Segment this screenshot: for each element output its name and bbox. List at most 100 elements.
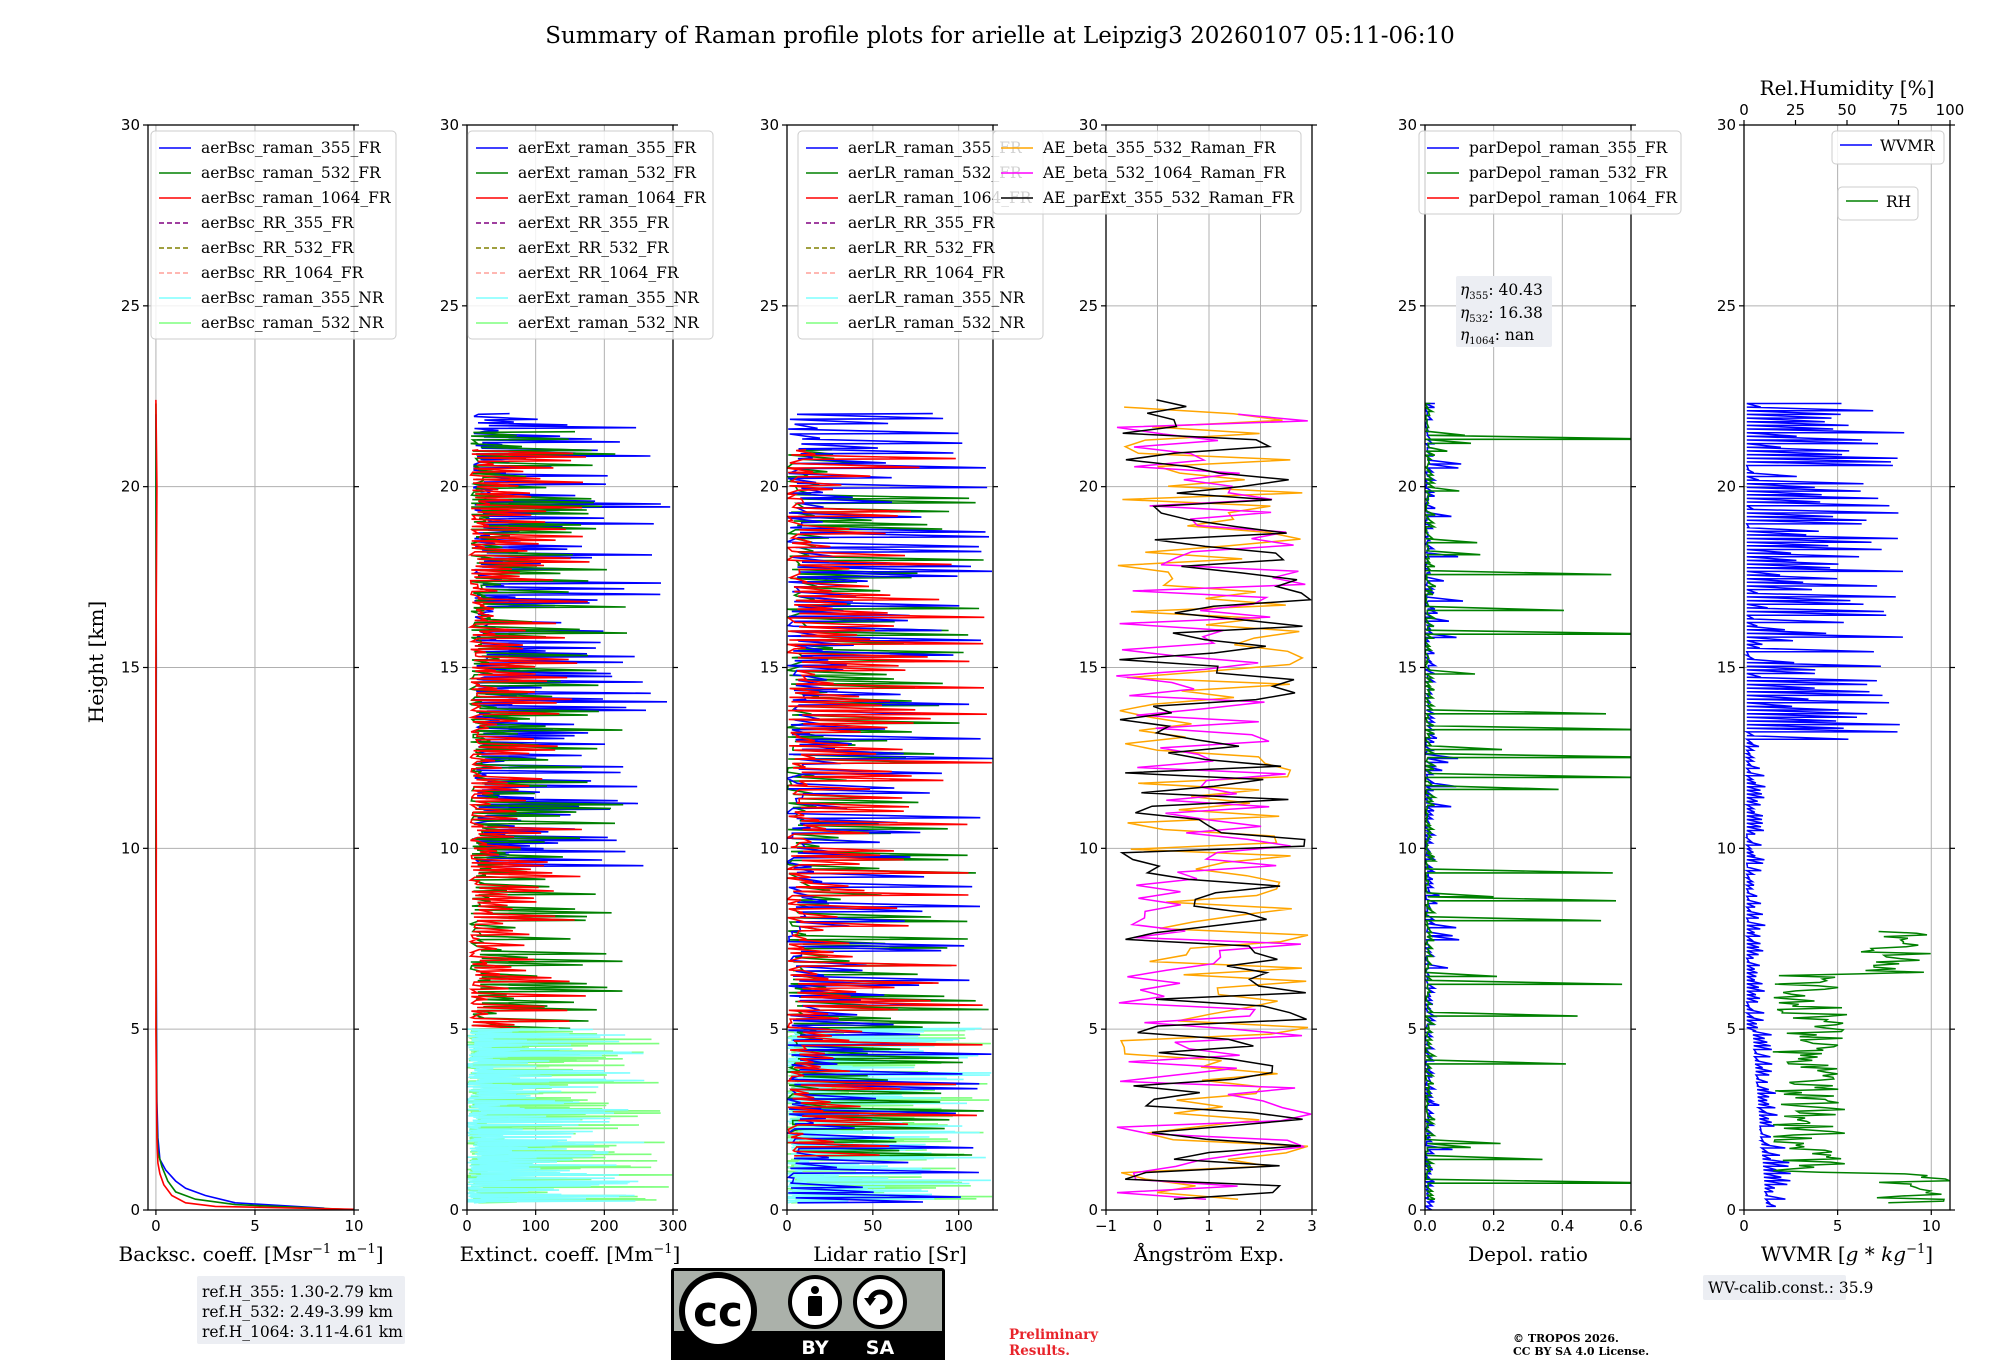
top-x-axis-label: Rel.Humidity [%] — [1760, 76, 1935, 100]
x-tick-label: 0 — [782, 1217, 792, 1235]
x-tick-label: 10 — [1922, 1217, 1941, 1235]
y-tick-label: 15 — [760, 659, 779, 677]
legend: AE_beta_355_532_Raman_FR AE_beta_532_1064… — [992, 130, 1302, 215]
y-tick-label: 15 — [121, 659, 140, 677]
wv-calib-text: WV-calib.const.: 35.9 — [1708, 1279, 1873, 1297]
y-tick-label: 15 — [440, 659, 459, 677]
ref-height-1064: ref.H_1064: 3.11-4.61 km — [202, 1323, 403, 1341]
copyright-line-2: CC BY SA 4.0 License. — [1513, 1345, 1649, 1358]
legend-label: aerExt_raman_355_FR — [518, 139, 697, 157]
legend-box — [1418, 130, 1682, 215]
x-axis-label: Extinct. coeff. [Mm−1] — [460, 1242, 681, 1266]
legend-label: aerLR_RR_355_FR — [848, 214, 996, 232]
legend-label: aerExt_raman_355_NR — [518, 289, 700, 307]
x-tick-label: 0.4 — [1550, 1217, 1574, 1235]
legend-label: aerBsc_RR_532_FR — [201, 239, 355, 257]
x-tick-label: −1 — [1095, 1217, 1117, 1235]
legend-label: aerLR_raman_1064_FR — [848, 189, 1033, 207]
series-RH — [1772, 930, 1950, 1204]
series-group — [155, 399, 354, 1210]
x-tick-label: 3 — [1307, 1217, 1317, 1235]
legend-box — [467, 130, 714, 340]
y-tick-label: 30 — [121, 116, 140, 134]
series-group — [1425, 402, 1631, 1210]
x-axis-label: WVMR [g * kg−1] — [1761, 1242, 1933, 1266]
y-tick-label: 20 — [1717, 478, 1736, 496]
x-tick-label: 100 — [521, 1217, 550, 1235]
legend-label: aerExt_raman_532_FR — [518, 164, 697, 182]
legend-box — [992, 130, 1302, 215]
preliminary-line-1: Preliminary — [1009, 1327, 1099, 1343]
x-tick-label: 50 — [863, 1217, 882, 1235]
series-group — [1116, 399, 1312, 1200]
series-green-profile — [468, 430, 628, 1030]
wv-calib-box: WV-calib.const.: 35.9 — [1703, 1275, 1873, 1300]
legend-label: aerBsc_RR_355_FR — [201, 214, 355, 232]
x-tick-label: 300 — [659, 1217, 688, 1235]
y-tick-label: 5 — [130, 1020, 140, 1038]
cc-by-text: BY — [801, 1337, 828, 1359]
legend: aerExt_raman_355_FR aerExt_raman_532_FRae… — [467, 130, 714, 340]
series-red-profile — [467, 449, 590, 1030]
y-axis-label: Height [km] — [84, 601, 108, 723]
legend-label: aerBsc_raman_532_FR — [201, 164, 382, 182]
legend-label: aerExt_raman_1064_FR — [518, 189, 707, 207]
panel-5: 0.0 0.2 0.4 0.6 0 5 10 15 20 25 30 Depol. ratio parD… — [1398, 116, 1682, 1266]
ref-height-355: ref.H_355: 1.30-2.79 km — [202, 1283, 393, 1301]
legend-label: aerLR_raman_532_NR — [848, 314, 1026, 332]
share-alike-icon — [853, 1275, 907, 1329]
series-orange-angstrom — [1117, 406, 1309, 1200]
series-cyan-profile — [467, 1027, 645, 1204]
y-tick-label: 30 — [1717, 116, 1736, 134]
panel-1: 0 5 10 0 5 10 15 20 25 30 Backsc. coeff. [Msr−1 m−… — [119, 116, 397, 1266]
legend-label: aerExt_raman_532_NR — [518, 314, 700, 332]
legend-label: aerLR_raman_355_NR — [848, 289, 1026, 307]
series-green-depol — [1425, 402, 1631, 1200]
legend-label: WVMR — [1880, 137, 1936, 155]
legend-label: AE_parExt_355_532_Raman_FR — [1042, 189, 1295, 207]
y-tick-label: 20 — [1079, 478, 1098, 496]
y-tick-label: 15 — [1398, 659, 1417, 677]
y-tick-label: 30 — [1398, 116, 1417, 134]
x-tick-label: 0.2 — [1482, 1217, 1506, 1235]
y-tick-label: 10 — [121, 839, 140, 857]
y-tick-label: 5 — [449, 1020, 459, 1038]
y-tick-label: 20 — [440, 478, 459, 496]
top-x-tick-label: 0 — [1739, 101, 1749, 119]
y-tick-label: 30 — [760, 116, 779, 134]
legend-label: parDepol_raman_1064_FR — [1469, 189, 1678, 207]
legend: parDepol_raman_355_FR parDepol_raman_532_… — [1418, 130, 1682, 215]
x-tick-label: 5 — [250, 1217, 260, 1235]
legend-label: AE_beta_532_1064_Raman_FR — [1042, 164, 1287, 182]
series-WVMR — [1744, 402, 1905, 1208]
y-tick-label: 0 — [769, 1201, 779, 1219]
legend: WVMR RH — [1831, 130, 1945, 221]
x-tick-label: 0 — [1153, 1217, 1163, 1235]
cc-license-logo: cc BY SA — [671, 1268, 945, 1360]
x-tick-label: 100 — [944, 1217, 973, 1235]
series-group — [467, 412, 673, 1204]
copyright-line-1: © TROPOS 2026. — [1513, 1332, 1619, 1345]
y-tick-label: 10 — [440, 839, 459, 857]
y-tick-label: 25 — [121, 297, 140, 315]
legend-label: aerBsc_raman_355_FR — [201, 139, 382, 157]
panel-2: 0 100 200 300 0 5 10 15 20 25 30 Extinct. coeff. [M… — [440, 116, 714, 1266]
legend-label: aerLR_RR_532_FR — [848, 239, 996, 257]
series-aerBsc_raman_532_FR — [155, 403, 345, 1210]
legend: aerLR_raman_355_FR aerLR_raman_532_FR aerL… — [797, 130, 1044, 340]
legend-label: aerLR_RR_1064_FR — [848, 264, 1006, 282]
legend-label: RH — [1886, 193, 1911, 211]
legend-label: parDepol_raman_532_FR — [1469, 164, 1669, 182]
y-tick-label: 25 — [1398, 297, 1417, 315]
y-tick-label: 15 — [1079, 659, 1098, 677]
series-aerBsc_raman_355_FR — [155, 414, 325, 1209]
legend-label: aerExt_RR_532_FR — [518, 239, 670, 257]
y-tick-label: 30 — [440, 116, 459, 134]
x-tick-label: 1 — [1204, 1217, 1214, 1235]
top-x-tick-label: 50 — [1837, 101, 1856, 119]
y-tick-label: 10 — [1079, 839, 1098, 857]
y-tick-label: 5 — [1726, 1020, 1736, 1038]
x-axis-label: Depol. ratio — [1468, 1242, 1588, 1266]
